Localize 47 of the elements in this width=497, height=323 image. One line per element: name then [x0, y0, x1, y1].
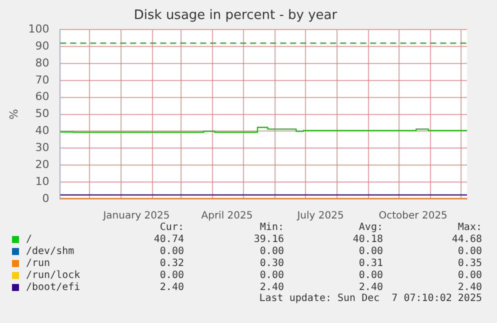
text: 0.00 — [358, 246, 383, 257]
text: 2.40 — [358, 282, 383, 293]
y-tick-label: 40 — [35, 124, 50, 138]
legend-label: /dev/shm — [26, 246, 74, 257]
y-tick-label: 70 — [35, 73, 50, 86]
legend-label: /run/lock — [26, 270, 80, 281]
text: 40.18 — [352, 234, 383, 245]
y-tick-label: 90 — [35, 39, 50, 52]
text: 0.00 — [456, 270, 482, 281]
text: Cur: — [158, 222, 184, 233]
text: Avg: — [358, 222, 383, 233]
x-tick-label: July 2025 — [296, 210, 344, 222]
text: 2.40 — [258, 282, 284, 293]
y-tick-label: 0 — [42, 192, 50, 205]
legend-label: /boot/efi — [26, 282, 80, 293]
text: 0.35 — [456, 258, 482, 269]
legend-label: /run — [26, 258, 50, 269]
chart-title: Disk usage in percent - by year — [134, 8, 338, 24]
y-tick-label: 30 — [35, 141, 50, 154]
text: 2.40 — [158, 282, 184, 293]
y-tick-label: 80 — [35, 56, 50, 70]
y-axis-title: % — [7, 109, 20, 120]
text: 0.00 — [456, 246, 482, 257]
y-tick-label: 20 — [35, 158, 50, 171]
text: Min: — [258, 222, 284, 233]
y-tick-label: 10 — [35, 174, 50, 188]
x-tick-label: April 2025 — [201, 210, 253, 222]
text: 0.32 — [158, 258, 184, 269]
text: 2.40 — [456, 282, 482, 293]
y-tick-label: 60 — [35, 90, 50, 104]
y-tick-label: 50 — [35, 107, 50, 120]
text: 0.00 — [258, 246, 284, 257]
text: 0.31 — [358, 258, 383, 269]
text: Max: — [456, 222, 482, 233]
text: 0.00 — [358, 270, 383, 281]
text: 0.00 — [258, 270, 284, 281]
text: Last update: Sun Dec 7 07:10:02 2025 — [259, 293, 482, 304]
text: 0.00 — [158, 270, 184, 281]
text: 0.30 — [258, 258, 284, 269]
x-tick-label: January 2025 — [102, 210, 170, 222]
text: 40.74 — [152, 234, 184, 245]
y-tick-label: 100 — [28, 22, 50, 36]
text: 44.68 — [450, 234, 482, 245]
text: 0.00 — [158, 246, 184, 257]
x-tick-label: October 2025 — [378, 210, 448, 222]
legend-label: / — [26, 234, 32, 245]
text: 39.16 — [252, 234, 284, 245]
